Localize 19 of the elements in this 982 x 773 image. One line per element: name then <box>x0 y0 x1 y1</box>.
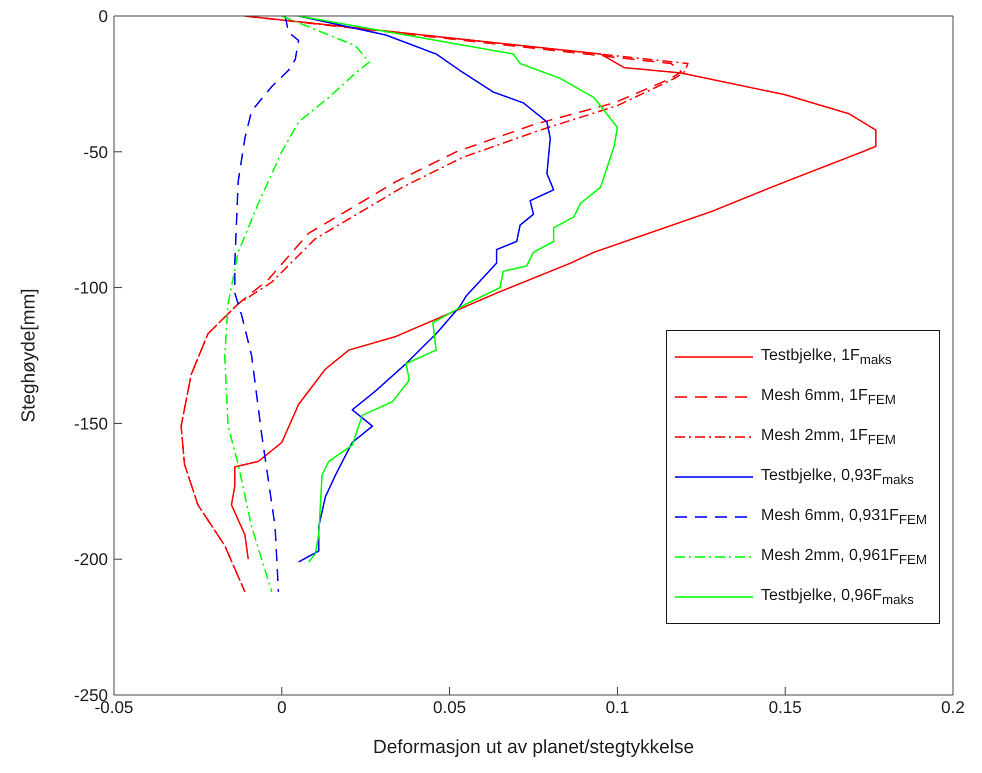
y-tick-label: -200 <box>74 550 108 570</box>
y-tick-label: -150 <box>74 414 108 434</box>
y-tick-label: -100 <box>74 278 108 298</box>
x-tick-label: 0.2 <box>941 698 965 718</box>
legend-label: Testbjelke, 0,93F$_{maks}$ <box>761 466 914 488</box>
x-tick-label: 0.05 <box>433 698 466 718</box>
x-tick-label: 0.1 <box>606 698 630 718</box>
y-tick-label: 0 <box>98 7 108 26</box>
y-tick-label: -50 <box>83 142 108 162</box>
legend-label: Testbjelke, 0,96F$_{maks}$ <box>761 586 914 608</box>
legend-label: Mesh 2mm, 1F$_{FEM}$ <box>761 426 896 448</box>
x-tick-label: 0 <box>277 698 287 718</box>
legend-label: Testbjelke, 1F$_{maks}$ <box>761 346 892 368</box>
x-axis-title: Deformasjon ut av planet/stegtykkelse <box>372 737 694 758</box>
legend-label: Mesh 6mm, 0,931F$_{FEM}$ <box>761 506 927 528</box>
y-axis-title: Steghøyde[mm] <box>18 288 40 423</box>
x-tick-label: 0.15 <box>768 698 802 718</box>
legend-label: Mesh 2mm, 0,961F$_{FEM}$ <box>761 546 927 568</box>
legend-label: Mesh 6mm, 1F$_{FEM}$ <box>761 386 896 408</box>
